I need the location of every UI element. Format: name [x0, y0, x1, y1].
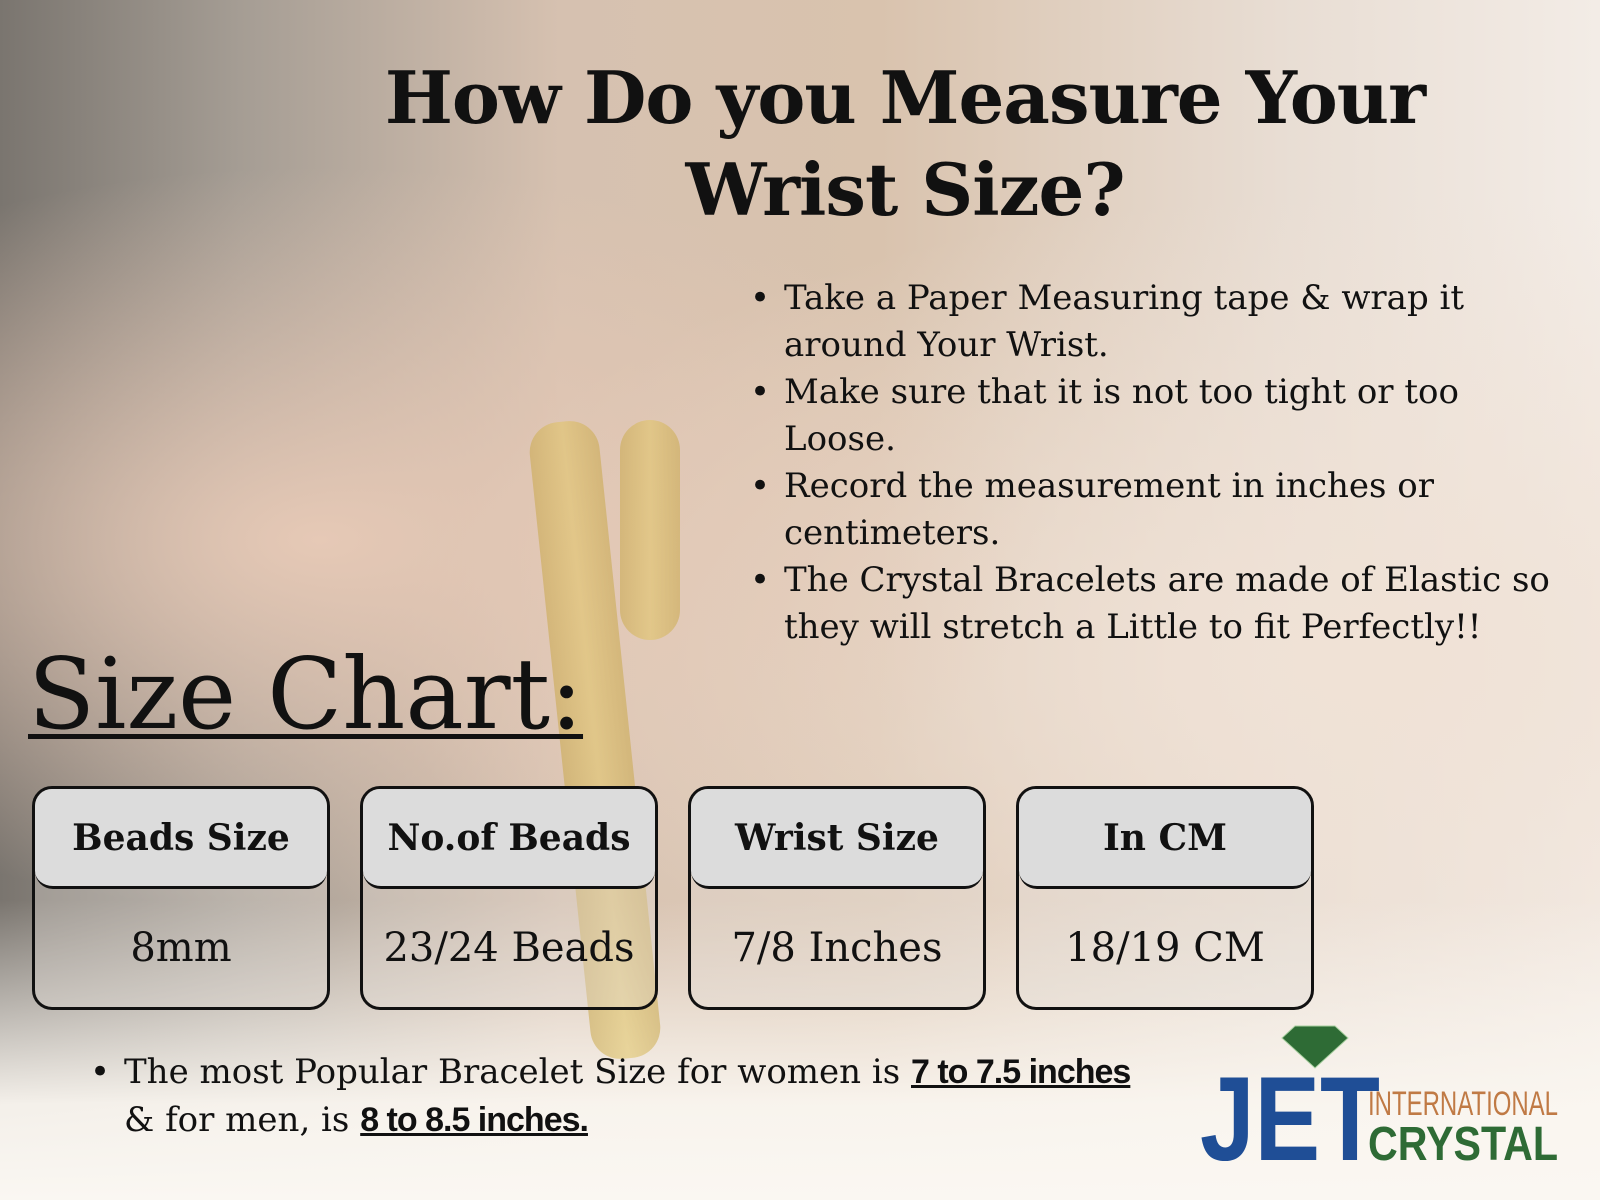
- jet-international-crystal-logo: JET INTERNATIONAL CRYSTAL: [1200, 1025, 1558, 1170]
- instruction-item: Make sure that it is not too tight or to…: [750, 369, 1570, 463]
- popular-size-note: The most Popular Bracelet Size for women…: [90, 1048, 1190, 1144]
- note-item: The most Popular Bracelet Size for women…: [90, 1048, 1190, 1144]
- card-header: In CM: [1019, 789, 1311, 889]
- title-line-2: Wrist Size?: [685, 147, 1126, 232]
- instructions-list: Take a Paper Measuring tape & wrap it ar…: [750, 275, 1570, 651]
- men-size: 8 to 8.5 inches.: [360, 1101, 589, 1139]
- card-value: 18/19 CM: [1065, 925, 1265, 971]
- instruction-item: Take a Paper Measuring tape & wrap it ar…: [750, 275, 1570, 369]
- diamond-icon: [1281, 1025, 1349, 1069]
- instruction-item: The Crystal Bracelets are made of Elasti…: [750, 557, 1570, 651]
- size-card-beads-size: Beads Size 8mm: [32, 786, 330, 1010]
- logo-mark: JET: [1200, 1052, 1380, 1170]
- card-value: 23/24 Beads: [383, 925, 635, 971]
- card-header: Beads Size: [35, 789, 327, 889]
- measuring-tape-loop: [620, 420, 680, 640]
- size-card-wrist-size: Wrist Size 7/8 Inches: [688, 786, 986, 1010]
- size-chart-heading: Size Chart:: [28, 638, 584, 752]
- logo-line-1: INTERNATIONAL: [1368, 1085, 1558, 1123]
- page-title: How Do you Measure Your Wrist Size?: [360, 52, 1450, 236]
- title-line-1: How Do you Measure Your: [384, 55, 1426, 140]
- logo-line-2: CRYSTAL: [1368, 1118, 1558, 1170]
- card-header: No.of Beads: [363, 789, 655, 889]
- instruction-item: Record the measurement in inches or cent…: [750, 463, 1570, 557]
- note-text: The most Popular Bracelet Size for women…: [124, 1052, 911, 1092]
- size-card-number-of-beads: No.of Beads 23/24 Beads: [360, 786, 658, 1010]
- card-header: Wrist Size: [691, 789, 983, 889]
- size-card-cm: In CM 18/19 CM: [1016, 786, 1314, 1010]
- card-value: 7/8 Inches: [731, 925, 943, 971]
- women-size: 7 to 7.5 inches: [911, 1053, 1131, 1091]
- card-value: 8mm: [130, 925, 232, 971]
- note-text: & for men, is: [124, 1100, 361, 1140]
